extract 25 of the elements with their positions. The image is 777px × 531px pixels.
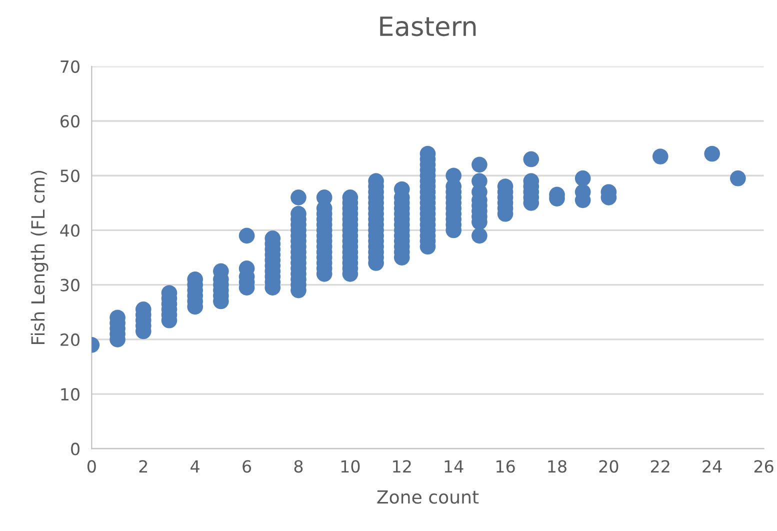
y-tick-label: 60 bbox=[60, 114, 80, 128]
x-tick-label: 6 bbox=[242, 460, 252, 473]
y-tick-label: 40 bbox=[60, 224, 80, 237]
y-tick-label: 50 bbox=[60, 170, 80, 182]
x-tick-label: 26 bbox=[754, 460, 774, 473]
x-tick-label: 12 bbox=[393, 460, 411, 472]
y-tick-label: 30 bbox=[60, 278, 80, 292]
y-tick-label: 20 bbox=[60, 333, 80, 346]
x-tick-label: 10 bbox=[341, 460, 360, 473]
y-tick-label: 10 bbox=[61, 388, 80, 401]
x-tick-label: 22 bbox=[651, 460, 670, 472]
x-tick-label: 18 bbox=[548, 460, 566, 473]
x-tick-label: 4 bbox=[190, 460, 200, 472]
chart-title: Eastern bbox=[380, 16, 476, 36]
x-tick-label: 14 bbox=[444, 460, 464, 472]
x-tick-label: 16 bbox=[496, 460, 515, 473]
x-tick-label: 20 bbox=[599, 460, 618, 473]
y-axis-title: Fish Length (FL cm) bbox=[30, 170, 48, 344]
y-tick-label: 0 bbox=[71, 442, 80, 456]
x-axis-title: Zone count bbox=[377, 490, 479, 504]
x-tick-label: 24 bbox=[702, 460, 722, 472]
x-tick-label: 8 bbox=[294, 460, 303, 473]
x-tick-label: 2 bbox=[139, 460, 148, 472]
y-tick-label: 70 bbox=[60, 60, 80, 73]
x-tick-label: 0 bbox=[87, 460, 96, 473]
